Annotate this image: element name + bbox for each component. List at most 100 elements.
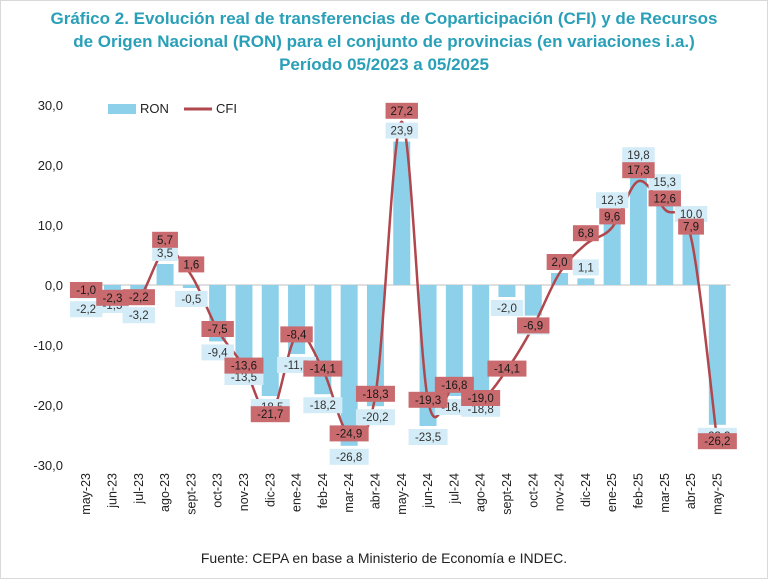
cfi-data-label: -6,9 — [517, 317, 550, 334]
cfi-data-label: -8,4 — [280, 326, 313, 343]
cfi-data-label-text: -7,5 — [208, 324, 228, 336]
ron-data-label-text: -20,2 — [362, 412, 388, 424]
ron-bar — [445, 285, 463, 396]
x-tick-label: may-24 — [395, 473, 409, 515]
legend-cfi-label: CFI — [216, 101, 237, 116]
cfi-data-label-bg — [599, 208, 626, 225]
cfi-data-label-bg — [697, 433, 737, 450]
ron-bar — [235, 285, 253, 366]
x-tick-label: mar-25 — [658, 473, 672, 513]
ron-bar — [261, 285, 279, 396]
ron-data-label-text: 10,0 — [680, 209, 702, 221]
cfi-data-label: -21,7 — [250, 406, 290, 423]
ron-bar — [524, 285, 542, 316]
x-tick-label: ago-23 — [158, 473, 172, 512]
cfi-data-label: -14,1 — [303, 360, 343, 377]
ron-data-label-bg — [572, 259, 599, 276]
ron-data-label: -23,5 — [408, 429, 448, 445]
x-tick-label: nov-23 — [237, 473, 251, 511]
x-tick-label: oct-23 — [211, 473, 225, 508]
cfi-data-label-text: -13,6 — [231, 361, 257, 373]
ron-data-label-text: -11,5 — [284, 360, 309, 372]
cfi-data-label-bg — [434, 376, 474, 393]
cfi-data-label-bg — [546, 254, 573, 270]
ron-data-label-text: 1,1 — [578, 262, 594, 274]
ron-data-label-bg — [674, 206, 708, 222]
x-tick-label: feb-25 — [631, 473, 645, 508]
ron-bar — [393, 141, 411, 285]
cfi-data-label-text: 17,3 — [627, 165, 649, 177]
ron-bar — [629, 166, 647, 285]
x-tick-label: ene-24 — [290, 473, 304, 512]
ron-data-label: -2,2 — [69, 301, 103, 318]
cfi-data-label-bg — [250, 406, 290, 423]
x-tick-label: jul-24 — [447, 473, 461, 505]
x-tick-label: dic-24 — [579, 473, 593, 507]
x-tick-label: ene-25 — [605, 473, 619, 512]
ron-data-label-text: 23,9 — [391, 126, 413, 138]
ron-data-label: -26,8 — [329, 448, 369, 465]
cfi-data-label-text: -24,9 — [336, 428, 362, 440]
ron-bar — [419, 285, 437, 426]
ron-data-label: 19,8 — [622, 147, 655, 164]
cfi-data-label-text: -8,4 — [287, 329, 307, 341]
y-tick-label: -10,0 — [33, 338, 63, 353]
cfi-data-label-text: -2,3 — [103, 293, 123, 305]
ron-data-label-bg — [648, 174, 681, 191]
cfi-data-label: -26,2 — [697, 433, 737, 450]
x-tick-label: oct-24 — [526, 473, 540, 508]
cfi-data-label-bg — [280, 326, 313, 343]
legend-ron-label: RON — [140, 101, 169, 116]
cfi-data-label: -16,8 — [434, 376, 474, 393]
cfi-data-label: 2,0 — [546, 254, 573, 270]
ron-data-label: -2,0 — [490, 300, 524, 316]
ron-bar — [577, 278, 595, 285]
ron-bar — [708, 285, 726, 425]
cfi-data-label-bg — [648, 190, 681, 207]
x-tick-label: ago-24 — [474, 473, 488, 512]
x-tick-label: feb-24 — [316, 473, 330, 508]
ron-data-label-text: -26,8 — [336, 452, 362, 464]
ron-data-label: 3,5 — [152, 245, 178, 261]
ron-data-label: -20,2 — [355, 409, 395, 426]
y-tick-label: 0,0 — [45, 278, 63, 293]
ron-data-label-text: -23,5 — [415, 432, 441, 444]
title-line-3: Período 05/2023 a 05/2025 — [279, 55, 489, 74]
ron-data-label-text: -18,2 — [310, 400, 336, 412]
x-tick-label: sept-24 — [500, 473, 514, 515]
x-tick-label: jun-23 — [105, 473, 119, 509]
cfi-data-label-text: -14,1 — [494, 364, 520, 376]
cfi-data-label-bg — [487, 360, 527, 377]
ron-data-label-bg — [408, 429, 448, 445]
x-tick-label: jun-24 — [421, 473, 435, 509]
cfi-data-label-text: 12,6 — [654, 193, 676, 205]
cfi-data-label-bg — [178, 256, 205, 273]
ron-bar — [182, 285, 200, 288]
x-tick-label: mar-24 — [342, 473, 356, 513]
ron-data-label: 10,0 — [674, 206, 708, 222]
cfi-data-label: -1,0 — [69, 282, 103, 298]
ron-data-label-bg — [152, 245, 178, 261]
cfi-data-label-text: -19,3 — [415, 395, 441, 407]
ron-data-label-text: -0,5 — [181, 294, 201, 306]
ron-data-label-text: 12,3 — [601, 195, 623, 207]
ron-data-label: -0,5 — [175, 291, 208, 307]
cfi-data-label: -2,3 — [96, 289, 129, 306]
x-tick-label: dic-23 — [263, 473, 277, 507]
ron-data-label: 15,3 — [648, 174, 681, 191]
ron-data-label: -3,2 — [122, 307, 155, 324]
cfi-data-label-text: -26,2 — [704, 436, 730, 448]
ron-data-label: 23,9 — [385, 122, 418, 139]
ron-data-label-bg — [175, 291, 208, 307]
ron-bar — [314, 285, 332, 395]
cfi-data-label-bg — [152, 231, 178, 248]
cfi-data-label-text: -1,0 — [76, 285, 96, 297]
cfi-data-label: 1,6 — [178, 256, 205, 273]
ron-data-label-bg — [385, 122, 418, 139]
cfi-data-label-bg — [96, 289, 129, 306]
cfi-data-label-text: 6,8 — [578, 228, 594, 240]
ron-bar — [366, 285, 384, 407]
chart-title: Gráfico 2. Evolución real de transferenc… — [1, 7, 767, 76]
x-tick-label: nov-24 — [553, 473, 567, 511]
ron-bar — [656, 193, 674, 285]
